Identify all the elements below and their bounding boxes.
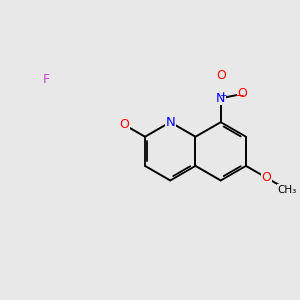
Text: O: O — [238, 87, 248, 101]
Text: +: + — [219, 92, 227, 100]
Text: CH₃: CH₃ — [277, 184, 296, 194]
Text: −: − — [235, 89, 245, 102]
Text: N: N — [165, 116, 175, 129]
Text: O: O — [119, 118, 129, 131]
Text: F: F — [43, 74, 50, 86]
Text: N: N — [216, 92, 225, 105]
Text: O: O — [216, 69, 226, 82]
Text: O: O — [262, 171, 272, 184]
